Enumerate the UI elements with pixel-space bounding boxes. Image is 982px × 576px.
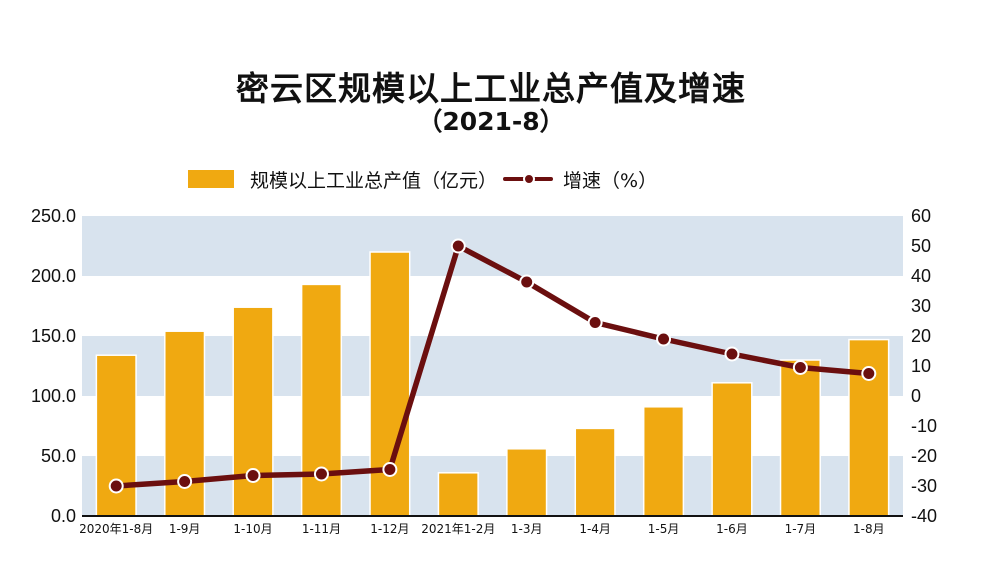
x-axis-tick-label: 1-11月 [302,522,341,536]
growth-rate-point [245,468,261,483]
legend-line-marker [523,173,536,185]
growth-rate-point [519,274,535,290]
right-axis-tick-label: 30 [911,296,931,316]
x-axis-tick-label: 1-5月 [648,522,680,536]
left-axis-tick-label: 250.0 [31,206,76,226]
x-axis-tick-label: 1-6月 [716,522,748,536]
bar-output-value [642,406,685,517]
grid-band [82,456,903,516]
bar-output-value [711,382,753,517]
legend-bar-swatch [188,170,234,188]
right-axis-tick-label: -10 [911,416,937,436]
right-axis-tick-label: 60 [911,206,931,226]
x-axis-tick-label: 1-10月 [233,522,272,536]
right-axis-tick-label: 40 [911,266,931,286]
left-axis-tick-label: 0.0 [51,506,76,526]
bar-output-value [574,427,616,517]
right-axis-tick-label: 10 [911,356,931,376]
bar-output-value [779,359,821,517]
x-axis-tick-label: 1-4月 [579,522,611,536]
left-axis-tick-label: 100.0 [31,386,76,406]
chart-legend: 规模以上工业总产值（亿元） 增速（%） [188,166,657,192]
right-axis-tick-label: 20 [911,326,931,346]
right-axis-tick-label: 50 [911,236,931,256]
x-axis-tick-label: 1-7月 [785,522,817,536]
growth-rate-point [724,346,740,362]
right-axis-tick-label: 0 [911,386,921,406]
legend-bar-label: 规模以上工业总产值（亿元） [250,169,498,192]
chart-title: 密云区规模以上工业总产值及增速 [236,69,746,108]
x-axis-tick-label: 2020年1-8月 [79,522,153,536]
growth-rate-line [113,243,872,489]
grid-band [82,336,903,396]
growth-rate-point [861,366,877,381]
x-axis-tick-label: 1-3月 [511,522,543,536]
growth-rate-point [792,360,808,375]
growth-rate-point [450,238,466,254]
x-axis-tick-label: 2021年1-2月 [421,522,495,536]
x-axis-tick-label: 1-9月 [169,522,201,536]
left-axis-tick-label: 150.0 [31,326,76,346]
legend-line-label: 增速（%） [563,169,658,192]
bar-output-value [506,448,548,517]
left-axis-tick-label: 200.0 [31,266,76,286]
right-axis-tick-label: -20 [911,446,937,466]
grid-band [82,276,903,336]
legend-line-swatch [503,169,554,189]
growth-rate-point [656,331,672,347]
x-axis-tick-label: 1-8月 [853,522,885,536]
growth-rate-point [382,462,398,477]
grid-band [82,396,903,456]
growth-rate-point [313,466,329,482]
growth-rate-point [587,315,603,330]
right-axis-tick-label: -30 [911,476,937,496]
chart-subtitle: （2021-8） [417,107,565,136]
bar-output-value [232,306,274,517]
bar-output-value [437,472,479,517]
right-axis-tick-label: -40 [911,506,937,526]
x-axis-tick-label: 1-12月 [370,522,409,536]
growth-rate-point [108,478,124,494]
left-axis-tick-label: 50.0 [41,446,76,466]
growth-rate-point [177,474,193,489]
